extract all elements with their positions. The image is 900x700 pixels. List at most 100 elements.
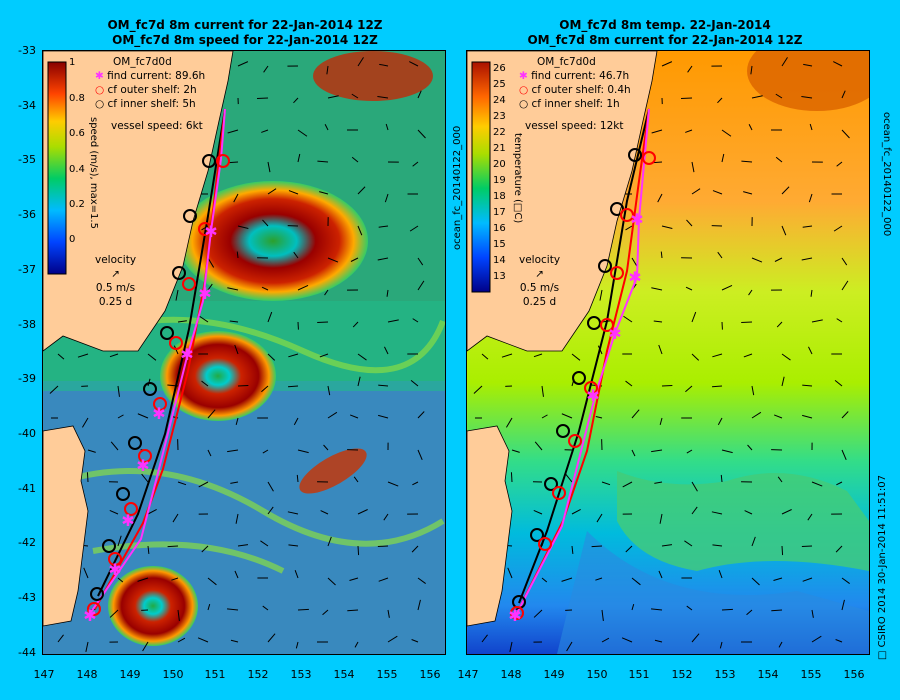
current-vector: [841, 257, 848, 266]
current-vector: [297, 129, 308, 137]
current-vector: [142, 641, 149, 652]
current-vector: [720, 474, 723, 483]
current-vector: [234, 570, 239, 579]
current-vector: [841, 411, 849, 419]
current-vector: [751, 95, 763, 99]
current-vector: [510, 472, 513, 483]
svg-text:✱: ✱: [628, 268, 641, 287]
current-vector: [808, 193, 813, 203]
y-tick: -34: [18, 99, 36, 112]
current-vector: [384, 346, 389, 355]
current-vector: [778, 641, 783, 648]
current-vector: [771, 609, 783, 612]
current-vector: [262, 449, 269, 454]
current-vector: [509, 641, 513, 653]
current-vector: [802, 225, 813, 228]
current-vector: [327, 577, 336, 586]
current-vector: [809, 123, 813, 131]
current-vector: [659, 513, 663, 524]
current-vector: [561, 413, 573, 419]
current-vector: [571, 353, 581, 361]
current-vector: [322, 609, 329, 616]
left-ocean-label: ocean_fc_20140122_000: [452, 125, 463, 250]
current-vector: [841, 449, 847, 461]
current-vector: [776, 321, 783, 328]
current-vector: [141, 473, 149, 483]
current-vector: [86, 472, 89, 483]
current-vector: [601, 481, 611, 486]
current-vector: [751, 577, 760, 586]
current-vector: [263, 65, 269, 73]
current-vector: [541, 577, 548, 583]
current-vector: [288, 544, 299, 547]
current-vector: [712, 385, 723, 388]
current-vector: [85, 641, 89, 653]
current-vector: [686, 605, 693, 611]
current-vector: [109, 353, 119, 358]
current-vector: [661, 544, 673, 547]
outer-shelf-markers: [510, 151, 656, 620]
current-vector: [229, 320, 239, 323]
current-vector: [686, 219, 693, 227]
current-vector: [417, 90, 422, 99]
current-vector: [237, 544, 249, 547]
x-tick: 154: [757, 668, 779, 681]
left-title-line2: OM_fc7d 8m speed for 22-Jan-2014 12Z: [112, 33, 378, 47]
current-vector: [296, 474, 299, 483]
current-vector: [207, 257, 215, 268]
current-vector: [412, 481, 419, 486]
eddy-ne: [313, 51, 433, 101]
y-tick: -37: [18, 263, 36, 276]
current-vector: [691, 353, 700, 361]
current-vector: [751, 385, 755, 396]
cbar-tick: 1: [69, 57, 76, 68]
current-vector: [387, 609, 390, 618]
model-name: OM_fc7d0d: [113, 56, 172, 68]
x-tick: 147: [457, 668, 479, 681]
current-vector: [201, 545, 209, 553]
find-current-markers: ✱ ✱ ✱ ✱ ✱: [508, 210, 643, 625]
current-vector: [595, 415, 603, 419]
current-vector: [712, 353, 723, 358]
current-vector: [288, 190, 299, 195]
current-vector: [743, 353, 753, 358]
y-tick: -36: [18, 208, 36, 221]
current-vector: [691, 161, 695, 173]
current-vector: [207, 449, 212, 457]
current-vector: [357, 57, 364, 67]
current-vector: [781, 545, 784, 556]
current-vector: [357, 509, 368, 515]
current-vector: [781, 57, 788, 67]
current-vector: [387, 635, 398, 643]
x-tick: 149: [119, 668, 141, 681]
outer-shelf-track: [94, 108, 226, 610]
green-tongue: [617, 471, 869, 571]
current-vector: [651, 449, 663, 453]
current-vector: [841, 599, 845, 611]
current-vector: [117, 385, 120, 397]
current-vector: [721, 608, 733, 611]
x-tick: 153: [714, 668, 736, 681]
current-vector: [473, 385, 483, 394]
current-vector: [741, 160, 753, 163]
current-vector: [711, 511, 723, 515]
current-vector: [77, 353, 89, 358]
land-tasmania: [467, 425, 513, 627]
current-vector: [625, 225, 633, 231]
current-vector: [227, 287, 239, 291]
current-vector: [319, 353, 329, 358]
velocity-key: velocity ↗ 0.5 m/s 0.25 d: [95, 254, 137, 308]
x-tick: 148: [500, 668, 522, 681]
current-vector: [177, 481, 187, 486]
current-vector: [721, 284, 733, 291]
current-vector: [691, 311, 697, 323]
y-tick: -43: [18, 591, 36, 604]
outer-shelf-markers: [87, 154, 230, 616]
current-vector: [685, 286, 693, 291]
current-vector: [691, 633, 700, 643]
cbar-tick: 22: [493, 127, 506, 138]
legend-entry: ○ cf inner shelf: 1h: [519, 98, 620, 110]
current-vector: [541, 385, 544, 397]
current-vector: [622, 481, 633, 488]
svg-text:✱: ✱: [198, 284, 211, 303]
